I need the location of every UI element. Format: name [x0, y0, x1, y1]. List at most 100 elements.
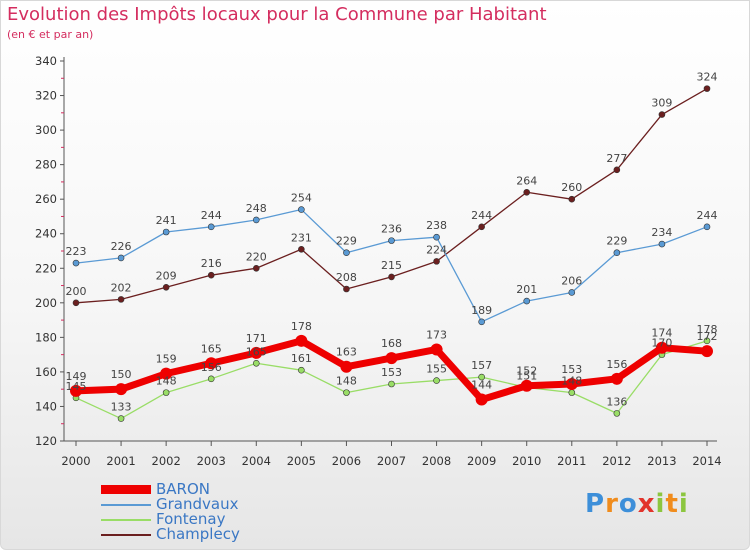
data-point-champlecy [523, 188, 531, 196]
y-tick-label: 180 [35, 330, 57, 344]
data-point-fontenay [388, 380, 395, 388]
data-label-baron: 173 [426, 328, 447, 341]
data-label-baron: 172 [697, 330, 718, 343]
x-tick-label: 2014 [692, 454, 721, 468]
legend-label: Fontenay [156, 510, 226, 528]
data-point-champlecy [298, 245, 305, 253]
y-tick-label: 280 [35, 158, 57, 172]
data-label-baron: 152 [516, 365, 537, 378]
data-label-baron: 171 [246, 332, 267, 345]
data-label-champlecy: 244 [471, 209, 492, 222]
data-label-grandvaux: 236 [381, 223, 402, 236]
data-point-baron [385, 352, 398, 365]
legend-label: BARON [156, 480, 211, 498]
data-label-grandvaux: 254 [291, 192, 312, 205]
data-label-baron: 178 [291, 320, 312, 333]
data-label-champlecy: 208 [336, 271, 357, 284]
data-label-fontenay: 133 [111, 401, 132, 414]
y-tick-label: 220 [35, 261, 57, 275]
legend-item-baron: BARON [101, 480, 301, 498]
data-label-fontenay: 155 [426, 363, 447, 376]
data-label-baron: 149 [66, 370, 87, 383]
data-label-grandvaux: 244 [201, 209, 222, 222]
data-point-champlecy [703, 85, 711, 92]
data-point-fontenay [703, 337, 711, 345]
data-point-grandvaux [568, 289, 576, 296]
data-label-fontenay: 148 [336, 375, 357, 388]
x-tick-label: 2008 [422, 454, 451, 468]
data-point-champlecy [658, 111, 666, 118]
data-label-fontenay: 170 [651, 337, 672, 350]
data-point-grandvaux [523, 297, 531, 305]
data-label-champlecy: 260 [561, 181, 582, 194]
data-point-grandvaux [613, 249, 621, 257]
data-label-grandvaux: 189 [471, 304, 492, 317]
data-label-champlecy: 277 [606, 152, 627, 165]
data-point-grandvaux [703, 223, 711, 231]
data-point-grandvaux [117, 254, 125, 262]
legend-swatch [101, 504, 151, 506]
data-point-baron [340, 360, 353, 373]
data-point-fontenay [207, 375, 215, 383]
data-point-grandvaux [207, 223, 215, 231]
data-label-grandvaux: 241 [156, 214, 177, 227]
data-label-grandvaux: 226 [111, 240, 132, 253]
legend-swatch [101, 534, 151, 536]
data-point-fontenay [613, 410, 621, 417]
data-label-baron: 144 [471, 379, 492, 392]
data-label-baron: 163 [336, 346, 357, 359]
y-tick-label: 340 [35, 54, 57, 68]
data-point-grandvaux [252, 216, 260, 224]
data-label-fontenay: 153 [381, 366, 402, 379]
data-point-baron [70, 384, 82, 397]
data-point-baron [475, 393, 488, 406]
chart-title: Evolution des Impôts locaux pour la Comm… [7, 4, 547, 25]
data-point-grandvaux [658, 240, 666, 248]
x-tick-label: 2001 [106, 454, 135, 468]
chart-subtitle: (en € et par an) [7, 28, 94, 41]
data-point-fontenay [433, 377, 440, 384]
data-label-fontenay: 161 [291, 352, 312, 365]
data-label-grandvaux: 244 [697, 209, 718, 222]
data-point-champlecy [433, 258, 440, 265]
x-tick-label: 2005 [287, 454, 316, 468]
data-point-champlecy [117, 296, 125, 303]
x-tick-label: 2004 [242, 454, 271, 468]
y-tick-label: 260 [35, 192, 57, 206]
data-point-fontenay [252, 359, 260, 367]
data-label-champlecy: 309 [651, 97, 672, 110]
data-label-grandvaux: 248 [246, 202, 267, 215]
x-tick-label: 2002 [152, 454, 181, 468]
data-point-fontenay [478, 373, 485, 381]
data-point-baron [565, 378, 578, 390]
data-label-grandvaux: 206 [561, 274, 582, 287]
data-label-grandvaux: 229 [606, 235, 627, 248]
data-label-fontenay: 148 [156, 375, 177, 388]
data-point-champlecy [478, 223, 485, 231]
data-label-baron: 150 [111, 368, 132, 381]
legend-item-fontenay: Fontenay [101, 510, 301, 528]
data-point-grandvaux [478, 318, 485, 326]
data-label-baron: 153 [561, 363, 582, 376]
y-tick-label: 160 [35, 365, 57, 379]
x-tick-label: 2012 [602, 454, 631, 468]
x-tick-label: 2003 [197, 454, 226, 468]
data-point-grandvaux [72, 259, 80, 267]
data-label-fontenay: 151 [516, 369, 537, 382]
data-label-baron: 174 [651, 327, 672, 340]
y-tick-label: 300 [35, 123, 57, 137]
data-label-champlecy: 231 [291, 231, 312, 244]
data-label-fontenay: 157 [471, 359, 492, 372]
data-label-baron: 159 [156, 353, 177, 366]
data-label-fontenay: 156 [201, 361, 222, 374]
x-tick-label: 2013 [647, 454, 676, 468]
data-point-fontenay [298, 366, 305, 374]
x-tick-label: 2007 [377, 454, 406, 468]
data-point-fontenay [117, 415, 125, 422]
data-point-baron [295, 334, 308, 347]
data-label-fontenay: 165 [246, 345, 267, 358]
data-label-champlecy: 216 [201, 257, 222, 270]
data-label-champlecy: 202 [111, 281, 132, 294]
